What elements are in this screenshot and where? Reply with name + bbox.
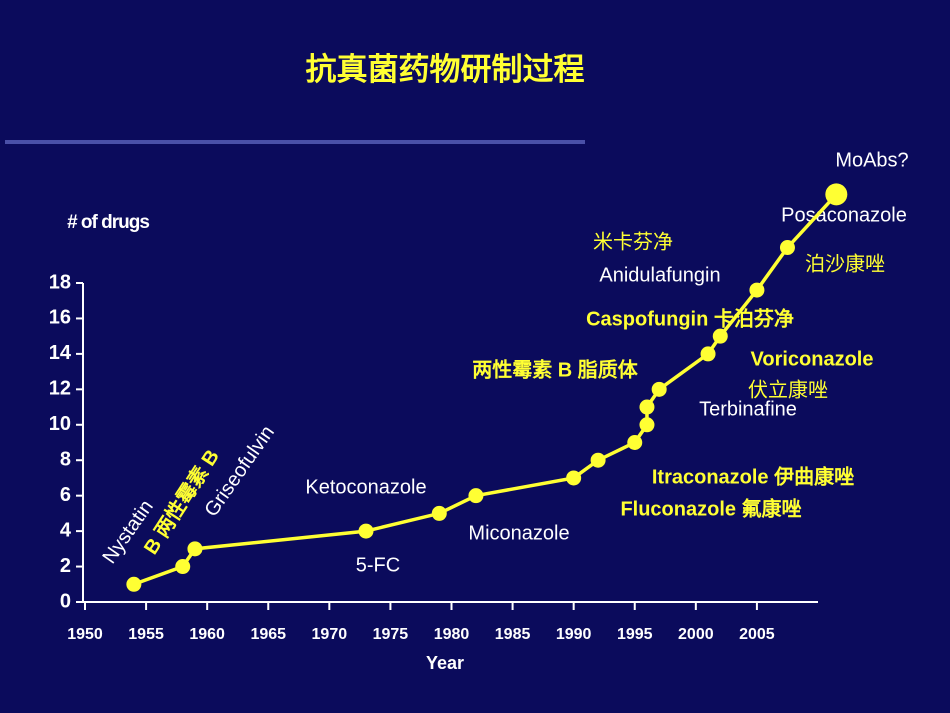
point [651,381,667,397]
point [825,183,848,206]
annotation: Posaconazole [781,204,907,226]
annotation: 伏立康唑 [748,378,828,401]
x-tick-label: 2000 [678,626,714,643]
point [187,541,203,557]
point [639,399,655,415]
annotation: 两性霉素 B 脂质体 [472,357,639,381]
x-tick-label: 1970 [312,626,348,643]
annotation: Fluconazole 氟康唑 [620,496,801,520]
y-tick-label: 10 [49,413,71,435]
y-tick-label: 6 [60,484,71,506]
x-tick-label: 1985 [495,626,531,643]
annotation: Anidulafungin [599,264,720,286]
point [566,470,582,486]
y-tick-label: 8 [60,449,71,471]
annotation: Ketoconazole [305,476,426,498]
x-tick-label: 1995 [617,626,653,643]
x-tick-label: 1950 [67,626,103,643]
annotation: Voriconazole [751,348,874,370]
chart-title: 抗真菌药物研制过程 [306,52,585,87]
y-tick-label: 14 [49,342,72,364]
x-tick-label: 1965 [250,626,286,643]
point [779,240,795,256]
point [358,523,374,539]
y-tick-label: 0 [60,590,71,612]
point [639,417,655,433]
annotation: 泊沙康唑 [805,252,885,275]
annotation: MoAbs? [835,149,908,171]
point [468,488,484,504]
point [700,346,716,362]
annotation: 米卡芬净 [593,230,673,253]
x-tick-label: 1980 [434,626,470,643]
point [627,435,643,450]
point [590,452,606,468]
point [126,576,142,592]
x-tick-label: 1990 [556,626,592,643]
annotation: Caspofungin 卡泊芬净 [586,306,794,330]
x-tick-label: 1955 [128,626,164,643]
x-tick-label: 1960 [189,626,225,643]
y-tick-label: 4 [60,519,72,541]
annotation: Itraconazole 伊曲康唑 [652,464,854,488]
annotation: Terbinafine [699,398,797,420]
y-tick-label: 18 [49,271,71,293]
annotation: 5-FC [356,554,400,576]
annotation: Miconazole [468,522,569,544]
point [175,559,191,575]
y-tick-label: 16 [49,307,71,329]
x-tick-label: 2005 [739,626,775,643]
point [431,505,447,521]
y-tick-label: 12 [49,378,71,400]
point [712,328,728,344]
x-tick-label: 1975 [373,626,409,643]
x-axis-label: Year [426,653,464,673]
point [749,282,765,298]
y-axis-label: # of drugs [67,212,149,233]
y-tick-label: 2 [60,555,71,577]
